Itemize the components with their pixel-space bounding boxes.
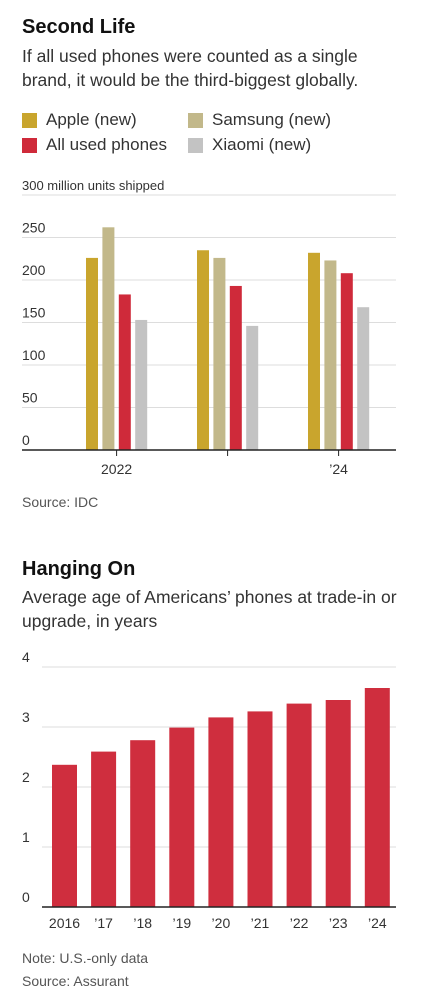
bar <box>286 703 312 907</box>
bar <box>357 307 370 450</box>
legend-swatch-xiaomi <box>188 137 203 153</box>
bar <box>135 319 148 450</box>
y-tick-label: 4 <box>22 649 30 665</box>
legend-label-used: All used phones <box>46 135 167 154</box>
x-tick-label: ’19 <box>172 915 191 931</box>
chart1-title: Second Life <box>22 16 136 38</box>
y-tick-label: 1 <box>22 829 30 845</box>
legend-item-samsung: Samsung (new) <box>188 110 331 130</box>
bar <box>102 227 115 450</box>
legend-swatch-apple <box>22 112 37 128</box>
chart2-plot: 0 1 2 3 4 2016 ’17 ’18 ’19 ’20 ’21 ’22 ’23 ’24 <box>22 649 396 931</box>
chart1-subtitle: If all used phones were counted as a sin… <box>22 46 359 90</box>
chart2-source: Source: Assurant <box>22 973 129 989</box>
x-tick-label: ’23 <box>329 915 348 931</box>
chart1-plot: 0 50 100 150 200 250 2022 ’24 <box>22 194 396 477</box>
bar <box>246 325 259 450</box>
y-tick-label: 3 <box>22 709 30 725</box>
chart1-unit-note: 300 million units shipped <box>22 178 165 193</box>
bar <box>91 751 117 907</box>
bar <box>324 260 337 450</box>
bar <box>52 764 77 907</box>
y-tick-label: 0 <box>22 432 30 448</box>
legend-label-apple: Apple (new) <box>46 110 137 129</box>
chart2-subtitle: Average age of Americans’ phones at trad… <box>22 587 397 631</box>
x-tick-label: ’24 <box>368 915 387 931</box>
legend-item-xiaomi: Xiaomi (new) <box>188 135 311 155</box>
x-tick-label: 2016 <box>49 915 80 931</box>
legend-label-xiaomi: Xiaomi (new) <box>212 135 312 154</box>
y-tick-label: 50 <box>22 390 38 406</box>
legend-swatch-used <box>22 137 37 153</box>
y-tick-label: 100 <box>22 347 46 363</box>
bar <box>169 727 195 907</box>
chart2-note: Note: U.S.-only data <box>22 950 149 966</box>
y-tick-label: 250 <box>22 220 46 236</box>
x-tick-label: ’22 <box>290 915 309 931</box>
legend-item-used: All used phones <box>22 135 167 155</box>
bar <box>213 257 226 450</box>
bar <box>247 711 273 907</box>
x-tick-label: 2022 <box>101 461 132 477</box>
bar <box>130 740 156 907</box>
bar <box>197 250 209 450</box>
y-tick-label: 200 <box>22 262 46 278</box>
bar <box>308 252 320 450</box>
y-tick-label: 0 <box>22 889 30 905</box>
bar <box>325 700 351 907</box>
bar <box>364 688 390 907</box>
chart2-title: Hanging On <box>22 558 136 580</box>
chart1-source: Source: IDC <box>22 494 99 510</box>
x-tick-label: ’20 <box>212 915 231 931</box>
chart1-legend: Apple (new) Samsung (new) All used phone… <box>22 110 422 166</box>
y-tick-label: 150 <box>22 305 46 321</box>
x-tick-label: ’18 <box>133 915 152 931</box>
bar <box>86 257 98 450</box>
bar <box>118 294 131 450</box>
bar <box>340 273 353 450</box>
legend-swatch-samsung <box>188 112 203 128</box>
legend-label-samsung: Samsung (new) <box>212 110 332 129</box>
x-tick-label: ’17 <box>94 915 113 931</box>
legend-item-apple: Apple (new) <box>22 110 137 130</box>
bar <box>208 717 234 907</box>
x-tick-label: ’24 <box>329 461 348 477</box>
x-tick-label: ’21 <box>251 915 270 931</box>
bar <box>229 285 242 450</box>
y-tick-label: 2 <box>22 769 30 785</box>
